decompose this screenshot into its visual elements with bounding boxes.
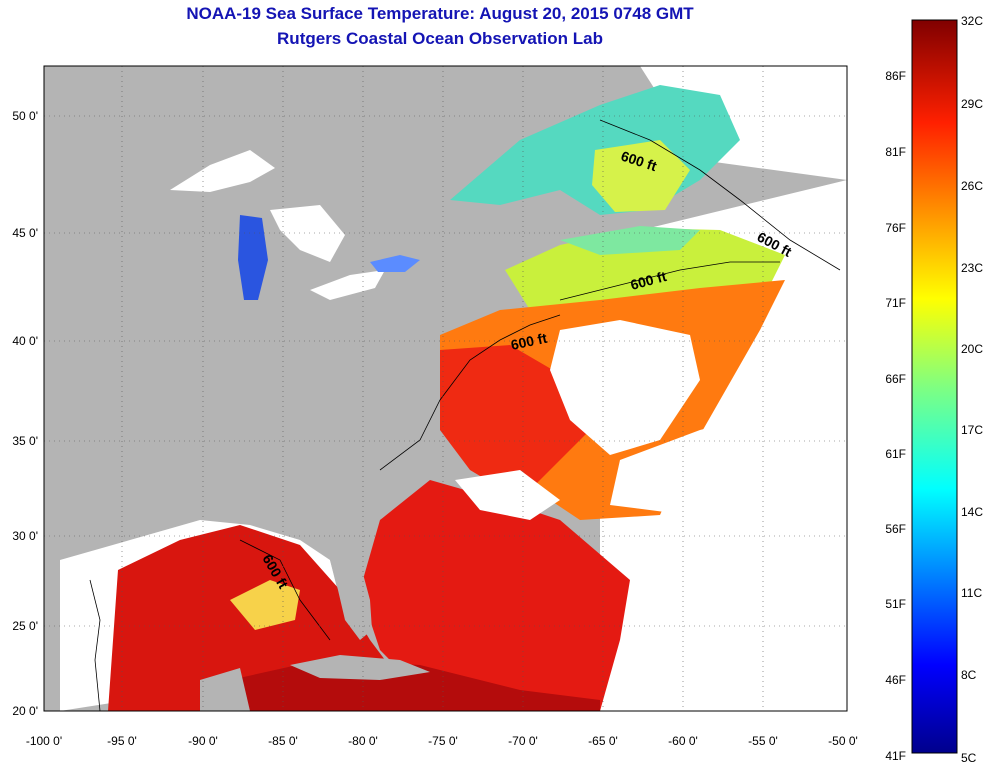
florida-land bbox=[330, 545, 372, 640]
lon-tick-label: -80 0' bbox=[348, 734, 378, 748]
southeast-atlantic-sst bbox=[360, 480, 630, 711]
colorbar-fahrenheit-label: 71F bbox=[885, 296, 906, 310]
map-subtitle: Rutgers Coastal Ocean Observation Lab bbox=[277, 29, 603, 48]
colorbar-fahrenheit-label: 66F bbox=[885, 372, 906, 386]
lat-tick-label: 20 0' bbox=[12, 704, 38, 718]
colorbar-celsius-label: 17C bbox=[961, 423, 983, 437]
colorbar-celsius-label: 32C bbox=[961, 14, 983, 28]
colorbar-fahrenheit-label: 46F bbox=[885, 673, 906, 687]
gulf-st-lawrence-warm bbox=[592, 140, 690, 212]
colorbar-fahrenheit-label: 81F bbox=[885, 145, 906, 159]
colorbar-celsius-label: 26C bbox=[961, 179, 983, 193]
atlantic-clouds bbox=[550, 320, 700, 455]
lat-tick-label: 30 0' bbox=[12, 529, 38, 543]
gulf-shelf-cool bbox=[230, 580, 300, 630]
colorbar-fahrenheit-label: 86F bbox=[885, 69, 906, 83]
cuba-land bbox=[290, 655, 430, 680]
atlantic-clouds-2 bbox=[610, 420, 740, 512]
colorbar-fahrenheit-label: 56F bbox=[885, 522, 906, 536]
colorbar-gradient bbox=[911, 19, 958, 754]
lake-ontario bbox=[370, 255, 420, 272]
map-title: NOAA-19 Sea Surface Temperature: August … bbox=[186, 4, 694, 23]
lat-tick-label: 35 0' bbox=[12, 434, 38, 448]
colorbar-fahrenheit-label: 61F bbox=[885, 447, 906, 461]
colorbar-celsius-label: 5C bbox=[961, 751, 977, 765]
colorbar-celsius-label: 20C bbox=[961, 342, 983, 356]
lon-tick-label: -50 0' bbox=[828, 734, 858, 748]
lake-michigan bbox=[238, 215, 268, 300]
latitude-labels: 50 0' 45 0' 40 0' 35 0' 30 0' 25 0' 20 0… bbox=[12, 109, 38, 718]
lake-erie bbox=[310, 270, 385, 300]
lon-tick-label: -70 0' bbox=[508, 734, 538, 748]
scotian-cool bbox=[560, 226, 700, 255]
colorbar-celsius-label: 14C bbox=[961, 505, 983, 519]
lon-tick-label: -65 0' bbox=[588, 734, 618, 748]
lake-huron bbox=[270, 205, 345, 262]
isobath-contours bbox=[89, 119, 841, 711]
lat-tick-label: 25 0' bbox=[12, 619, 38, 633]
lon-tick-label: -75 0' bbox=[428, 734, 458, 748]
colorbar-celsius-label: 23C bbox=[961, 261, 983, 275]
lon-tick-label: -90 0' bbox=[188, 734, 218, 748]
map-area bbox=[44, 66, 847, 711]
colorbar-celsius-label: 11C bbox=[961, 586, 982, 600]
temperature-colorbar: 32C 29C 26C 23C 20C 17C 14C 11C 8C 5C 86… bbox=[885, 14, 983, 765]
colorbar-fahrenheit-label: 51F bbox=[885, 597, 906, 611]
lon-tick-label: -85 0' bbox=[268, 734, 298, 748]
lake-superior bbox=[170, 150, 275, 192]
lat-tick-label: 50 0' bbox=[12, 109, 38, 123]
yucatan-land bbox=[200, 668, 250, 711]
gulf-of-maine-sst bbox=[505, 228, 785, 310]
colorbar-fahrenheit-label: 76F bbox=[885, 221, 906, 235]
lon-tick-label: -95 0' bbox=[107, 734, 137, 748]
lat-tick-label: 40 0' bbox=[12, 334, 38, 348]
sargasso-clouds bbox=[455, 470, 560, 520]
lon-tick-label: -100 0' bbox=[26, 734, 62, 748]
lat-tick-label: 45 0' bbox=[12, 226, 38, 240]
lon-tick-label: -55 0' bbox=[748, 734, 778, 748]
map-frame bbox=[43, 65, 848, 712]
colorbar-celsius-label: 8C bbox=[961, 668, 977, 682]
colorbar-fahrenheit-label: 41F bbox=[885, 749, 906, 763]
lon-tick-label: -60 0' bbox=[668, 734, 698, 748]
contour-label-4: 600 ft bbox=[509, 330, 548, 353]
longitude-labels: -100 0' -95 0' -90 0' -85 0' -80 0' -75 … bbox=[26, 734, 858, 748]
colorbar-celsius-label: 29C bbox=[961, 97, 983, 111]
